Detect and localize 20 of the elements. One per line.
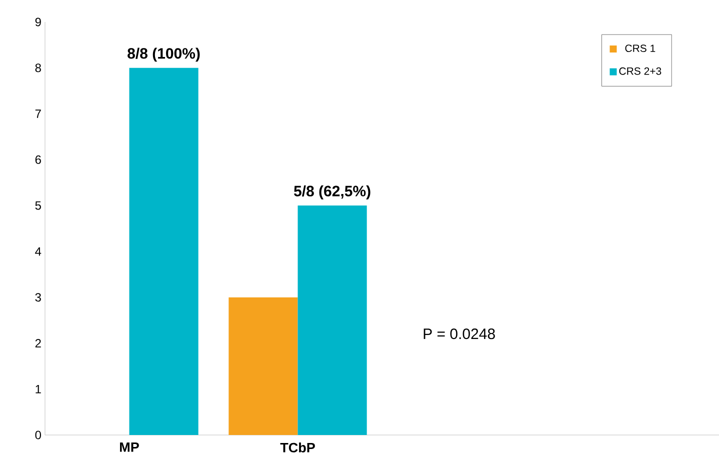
y-tick-label: 6 — [35, 155, 41, 164]
y-tick-label: 0 — [35, 430, 42, 440]
y-tick-label: 8 — [35, 64, 41, 72]
annotation: 8/8 (100%) — [128, 48, 200, 62]
legend-label: CRS 2+3 — [619, 67, 662, 75]
y-tick-label: 2 — [35, 339, 41, 348]
x-tick-label: TCbP — [280, 442, 315, 452]
y-tick-label: 7 — [35, 110, 41, 118]
y-tick-label: 3 — [35, 293, 41, 302]
y-tick-label: 9 — [35, 18, 41, 26]
legend-label: CRS 1 — [625, 44, 656, 52]
y-tick-label: 1 — [36, 384, 41, 394]
bar — [129, 68, 198, 435]
x-tick-label: MP — [120, 442, 139, 452]
y-tick-label: 5 — [35, 201, 41, 210]
y-tick-label: 4 — [35, 247, 42, 256]
bar — [298, 206, 367, 435]
bar — [228, 297, 298, 435]
annotation: P = 0.0248 — [424, 328, 495, 340]
annotation: 5/8 (62,5%) — [294, 185, 370, 200]
